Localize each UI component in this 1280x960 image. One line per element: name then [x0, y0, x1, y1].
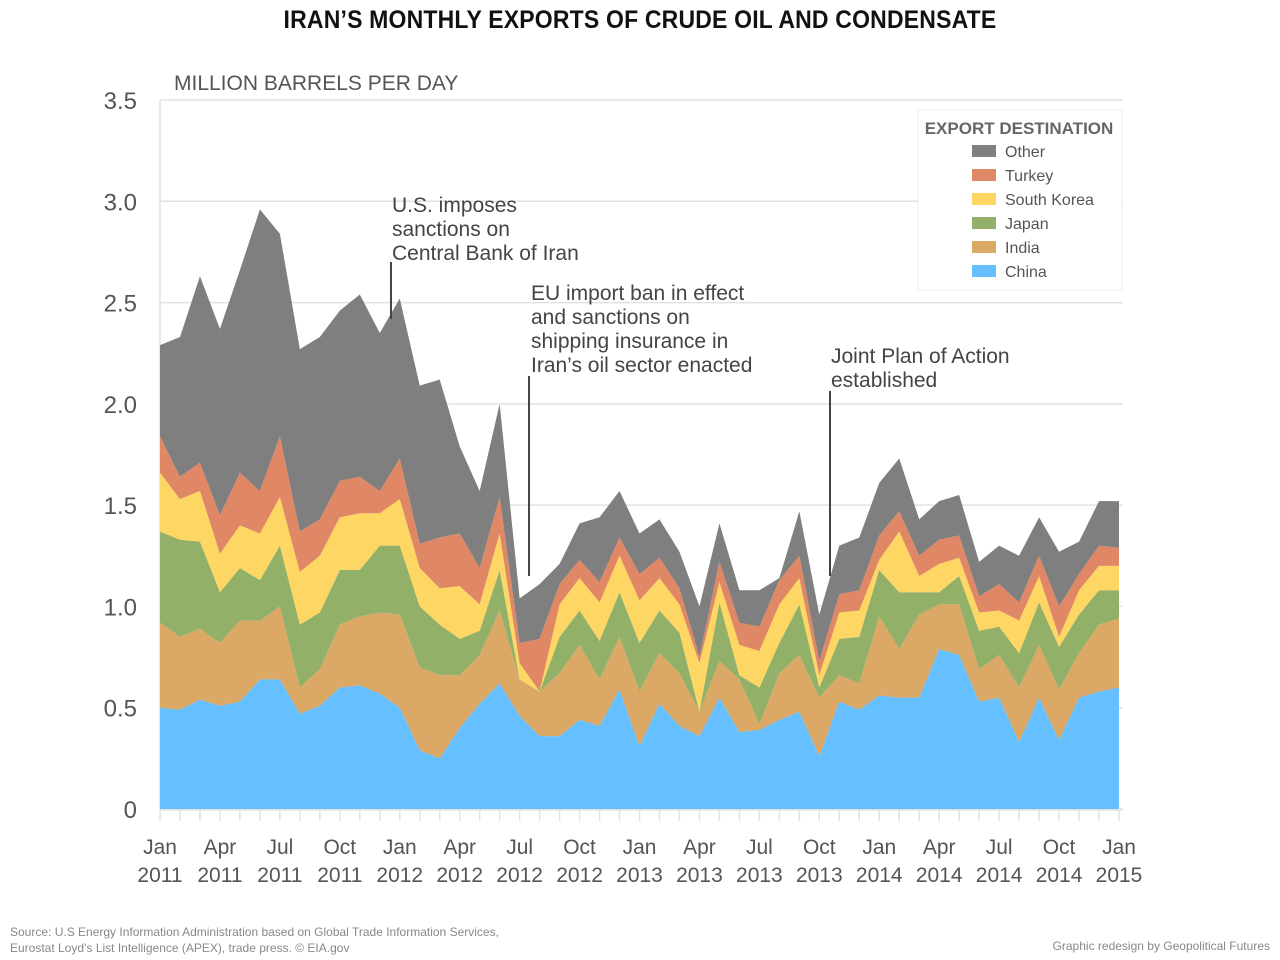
legend-label: China [1005, 264, 1047, 281]
x-tick-label-year: 2014 [916, 864, 963, 887]
x-tick-label-year: 2012 [556, 864, 603, 887]
annotation-text: Joint Plan of Action [831, 345, 1010, 368]
annotation-text: established [831, 369, 937, 392]
annotation-text: sanctions on [392, 218, 510, 241]
x-tick-label-month: Apr [683, 836, 716, 859]
stacked-area-chart: Jan 2011 Apr 2011 Jul 2011 Oct 2011 Jan 2012 Apr 20… [104, 72, 1143, 887]
x-tick-label-month: Jul [506, 836, 533, 859]
legend-swatch [972, 169, 996, 181]
legend-label: Turkey [1005, 168, 1053, 185]
legend-swatch [972, 193, 996, 205]
legend-label: India [1005, 240, 1040, 257]
legend-swatch [972, 241, 996, 253]
y-tick-label: 2.0 [104, 392, 137, 419]
x-tick-label-month: Apr [923, 836, 956, 859]
y-tick-label: 3.5 [104, 88, 137, 115]
x-tick-label-month: Jan [1102, 836, 1136, 859]
y-tick-label: 3.0 [104, 189, 137, 216]
x-tick-label-month: Jan [143, 836, 177, 859]
y-axis-title: MILLION BARRELS PER DAY [174, 72, 458, 95]
x-tick-label-year: 2012 [496, 864, 543, 887]
y-tick-label: 2.5 [104, 291, 137, 318]
source-line-2: Eurostat Loyd’s List Intelligence (APEX)… [10, 941, 350, 955]
x-tick-label-month: Jan [383, 836, 417, 859]
x-tick-label-month: Jul [266, 836, 293, 859]
legend: EXPORT DESTINATION Other Turkey South Korea… [917, 109, 1123, 291]
x-tick-label-year: 2014 [1036, 864, 1083, 887]
x-tick-label-year: 2012 [436, 864, 483, 887]
x-tick-label-month: Apr [204, 836, 237, 859]
x-tick-label-year: 2014 [976, 864, 1023, 887]
source-line-1: Source: U.S Energy Information Administr… [10, 925, 499, 939]
legend-label: Japan [1005, 216, 1049, 233]
legend-label: Other [1005, 144, 1046, 161]
x-tick-label-month: Apr [443, 836, 476, 859]
annotation-text: shipping insurance in [531, 330, 728, 353]
annotation-text: EU import ban in effect [531, 282, 744, 305]
legend-swatch [972, 145, 996, 157]
legend-title: EXPORT DESTINATION [925, 119, 1114, 138]
x-tick-label-month: Jan [862, 836, 896, 859]
y-axis: 0 0.5 1.0 1.5 2.0 2.5 3.0 3.5 [104, 88, 137, 824]
y-tick-label: 1.5 [104, 493, 137, 520]
annotation-text: U.S. imposes [392, 194, 517, 217]
x-tick-label-year: 2013 [676, 864, 723, 887]
area-japan [160, 531, 1119, 724]
x-tick-label-year: 2013 [736, 864, 783, 887]
x-tick-label-year: 2011 [137, 864, 182, 887]
x-tick-label-year: 2013 [616, 864, 663, 887]
x-tick-label-year: 2011 [197, 864, 242, 887]
x-tick-label-month: Oct [1043, 836, 1076, 859]
x-tick-label-month: Oct [323, 836, 356, 859]
areas [160, 209, 1119, 809]
legend-label: South Korea [1005, 192, 1094, 209]
x-tick-label-month: Jul [746, 836, 773, 859]
source-note: Source: U.S Energy Information Administr… [10, 924, 499, 956]
x-tick-label-year: 2011 [317, 864, 362, 887]
legend-swatch [972, 217, 996, 229]
annotation-text: Iran’s oil sector enacted [531, 354, 752, 377]
x-tick-label-year: 2012 [376, 864, 423, 887]
annotation-text: and sanctions on [531, 306, 690, 329]
credit-note: Graphic redesign by Geopolitical Futures [1052, 939, 1270, 953]
legend-swatch [972, 265, 996, 277]
x-tick-label-year: 2014 [856, 864, 903, 887]
area-south-korea [160, 472, 1119, 712]
x-tick-label-year: 2011 [257, 864, 302, 887]
area-china [160, 648, 1119, 809]
area-turkey [160, 436, 1119, 692]
x-tick-label-year: 2013 [796, 864, 843, 887]
x-tick-label-month: Jan [623, 836, 657, 859]
y-tick-label: 0 [124, 797, 137, 824]
x-axis: Jan 2011 Apr 2011 Jul 2011 Oct 2011 Jan 2012 Apr 20… [137, 809, 1143, 887]
y-tick-label: 1.0 [104, 594, 137, 621]
y-tick-label: 0.5 [104, 696, 137, 723]
x-tick-label-month: Jul [986, 836, 1013, 859]
legend-box [917, 109, 1123, 291]
chart-title: IRAN’S MONTHLY EXPORTS OF CRUDE OIL AND … [283, 6, 997, 34]
x-tick-label-month: Oct [563, 836, 596, 859]
area-india [160, 604, 1119, 759]
annotation-text: Central Bank of Iran [392, 242, 579, 265]
area-other [160, 209, 1119, 662]
x-tick-label-month: Oct [803, 836, 836, 859]
x-tick-label-year: 2015 [1096, 864, 1143, 887]
